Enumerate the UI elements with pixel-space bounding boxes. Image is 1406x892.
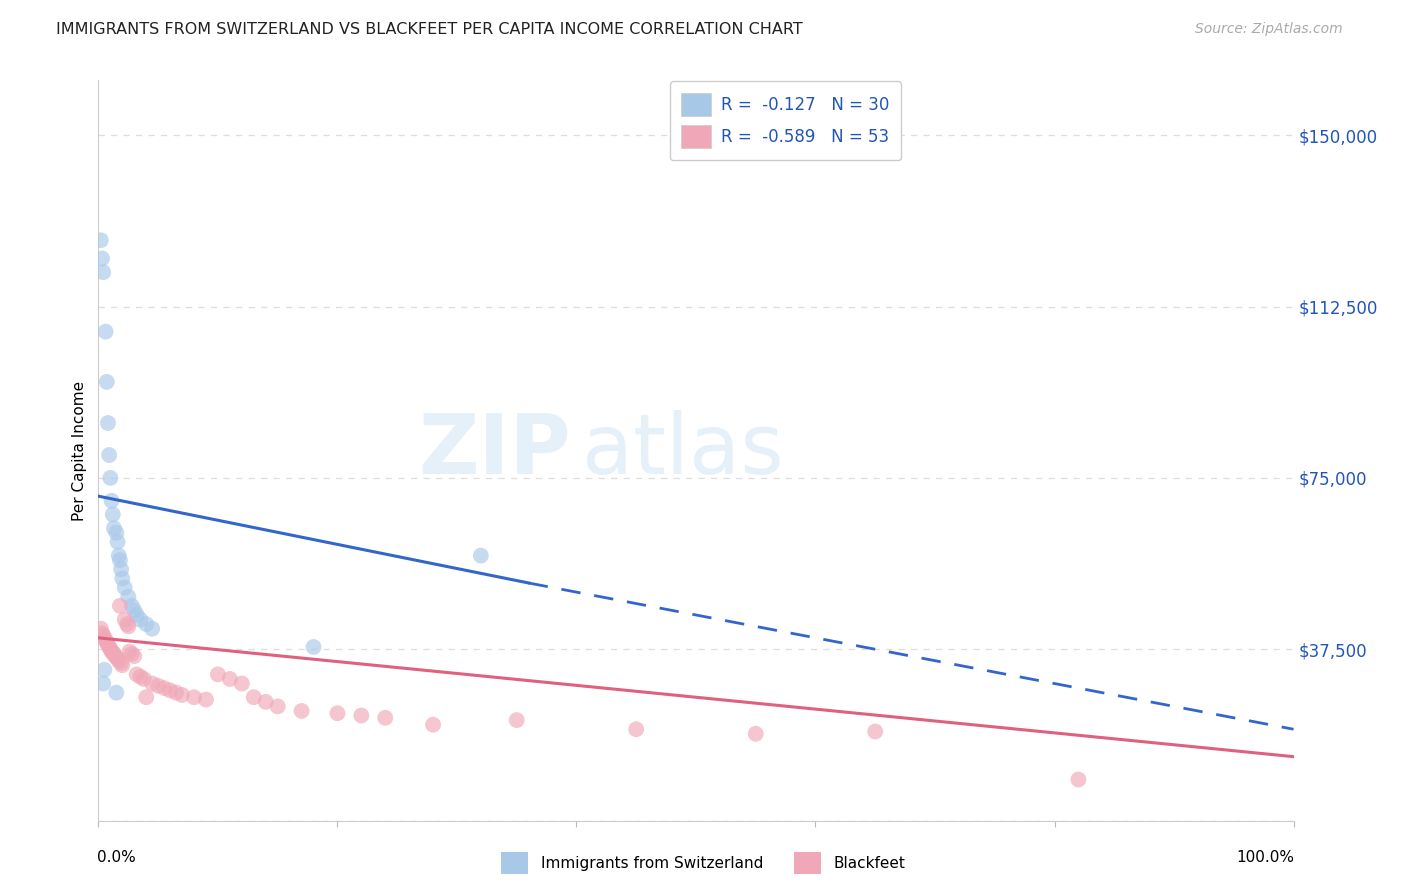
Point [125,607,148,622]
Point [91,252,114,266]
Point [117,619,139,633]
Point [195,692,218,706]
Point [104,649,127,664]
Point [98,471,122,485]
Point [302,640,325,654]
Point [135,690,157,705]
Point [141,622,163,636]
Legend: R =  -0.127   N = 30, R =  -0.589   N = 53: R = -0.127 N = 30, R = -0.589 N = 53 [669,81,901,160]
Point [745,727,768,741]
Point [159,683,181,698]
Text: ZIP: ZIP [418,410,571,491]
Point [129,670,152,684]
Point [94,633,117,648]
Point [105,686,128,700]
Point [135,617,157,632]
Point [96,635,118,649]
Point [125,667,148,681]
Text: IMMIGRANTS FROM SWITZERLAND VS BLACKFEET PER CAPITA INCOME CORRELATION CHART: IMMIGRANTS FROM SWITZERLAND VS BLACKFEET… [56,22,803,37]
Point [132,672,155,686]
Point [110,562,132,576]
Point [96,375,118,389]
Point [91,626,114,640]
Point [97,416,120,430]
Legend: Immigrants from Switzerland, Blackfeet: Immigrants from Switzerland, Blackfeet [495,846,911,880]
Point [101,645,124,659]
Point [98,640,121,654]
Point [183,690,205,705]
Point [470,549,492,563]
Point [118,644,141,658]
Point [124,603,146,617]
Point [231,676,253,690]
Point [90,622,112,636]
Point [326,706,349,721]
Point [121,647,143,661]
Point [103,647,125,661]
Point [100,644,122,658]
Point [506,713,529,727]
Point [107,651,129,665]
Point [148,679,170,693]
Point [105,525,128,540]
Point [91,628,114,642]
Point [165,686,187,700]
Point [98,448,121,462]
Point [98,642,122,657]
Text: 0.0%: 0.0% [97,850,136,865]
Point [101,508,124,522]
Point [115,617,138,632]
Point [172,688,194,702]
Point [121,599,143,613]
Point [626,723,648,737]
Point [107,654,129,668]
Point [153,681,176,695]
Point [94,325,117,339]
Text: Source: ZipAtlas.com: Source: ZipAtlas.com [1195,22,1343,37]
Point [107,549,129,563]
Point [93,631,115,645]
Point [117,590,139,604]
Point [97,638,120,652]
Point [110,656,132,670]
Point [374,711,396,725]
Point [1067,772,1090,787]
Point [219,672,242,686]
Point [107,534,129,549]
Point [93,663,115,677]
Point [291,704,314,718]
Point [141,676,163,690]
Point [91,676,114,690]
Point [124,649,146,664]
Point [111,571,134,585]
Point [350,708,373,723]
Point [267,699,290,714]
Point [114,581,136,595]
Point [865,724,887,739]
Text: 100.0%: 100.0% [1237,850,1295,865]
Point [422,717,444,731]
Point [207,667,229,681]
Point [90,233,112,247]
Point [108,553,131,567]
Point [105,650,128,665]
Point [103,521,125,535]
Text: atlas: atlas [582,410,785,491]
Point [108,599,131,613]
Point [243,690,266,705]
Point [114,613,136,627]
Point [254,695,277,709]
Point [111,658,134,673]
Point [129,613,152,627]
Point [100,493,122,508]
Y-axis label: Per Capita Income: Per Capita Income [72,380,87,521]
Point [91,265,114,279]
